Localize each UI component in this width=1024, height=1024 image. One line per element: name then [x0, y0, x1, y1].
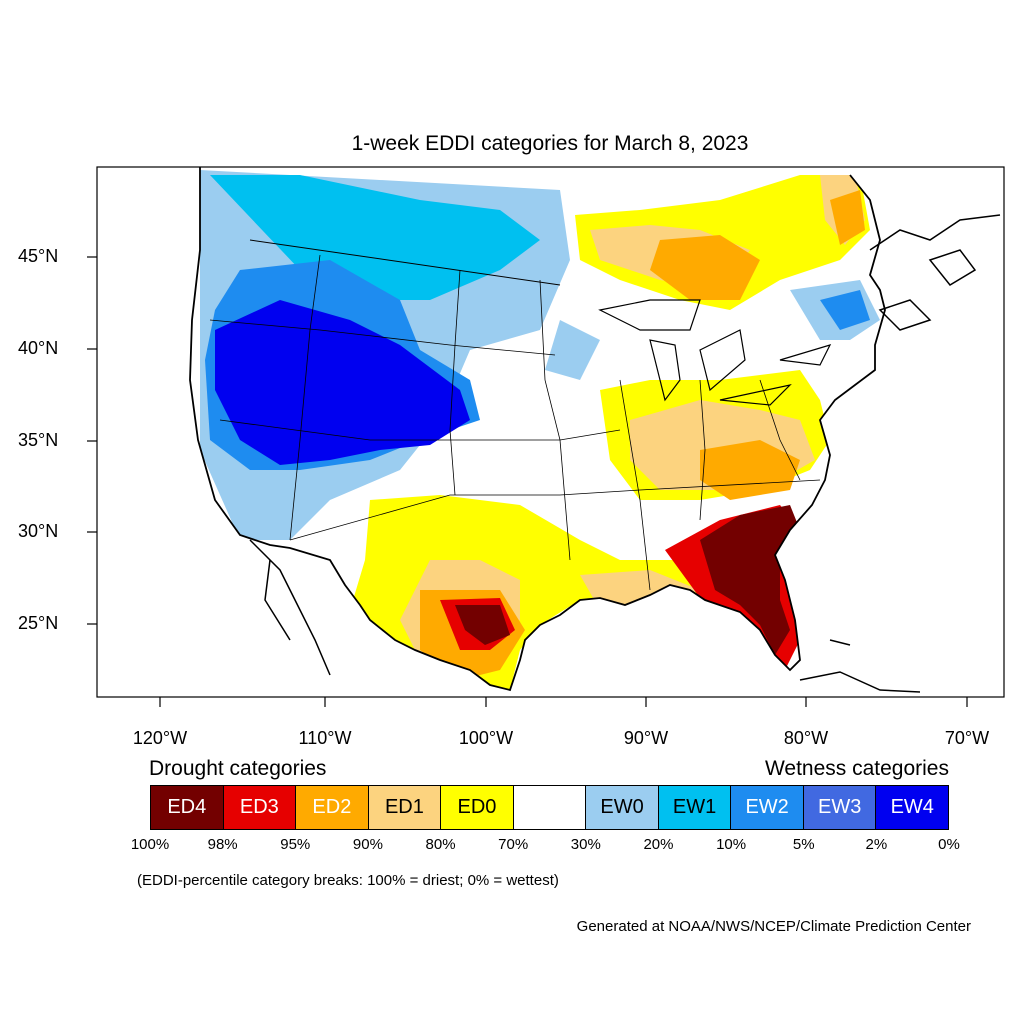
lat-label-45: 45°N: [18, 246, 59, 266]
legend-color-bar: ED4 ED3 ED2 ED1 ED0 EW0 EW1 EW2 EW3 EW4: [150, 785, 949, 830]
legend-swatch-ew3: EW3: [803, 786, 877, 829]
legend-break-label: 10%: [716, 836, 747, 853]
lat-ticks: [87, 256, 97, 625]
legend-swatch-ew0: EW0: [586, 786, 659, 829]
legend-break-label: 5%: [792, 836, 815, 853]
drought-heading: Drought categories: [149, 757, 327, 780]
credit-line: Generated at NOAA/NWS/NCEP/Climate Predi…: [576, 918, 971, 935]
legend-break-label: 0%: [938, 836, 960, 853]
legend-swatch-ew1: EW1: [658, 786, 732, 829]
legend-break-label: 100%: [130, 836, 170, 853]
lon-label-120: 120°W: [132, 728, 188, 748]
lon-label-70: 70°W: [944, 728, 990, 748]
legend-swatch-ed0: ED0: [441, 786, 514, 829]
eddi-shading: [190, 167, 885, 690]
legend-swatch-normal: [513, 786, 587, 829]
lat-label-25: 25°N: [18, 613, 59, 633]
lat-label-30: 30°N: [18, 521, 59, 541]
legend-break-label: 95%: [280, 836, 311, 853]
legend-swatch-ed3: ED3: [223, 786, 297, 829]
lon-label-80: 80°W: [783, 728, 829, 748]
lon-ticks: [159, 697, 968, 707]
legend-break-label: 30%: [570, 836, 601, 853]
wetness-heading: Wetness categories: [764, 757, 949, 780]
legend-swatch-ed4: ED4: [151, 786, 224, 829]
category-break-note: (EDDI-percentile category breaks: 100% =…: [137, 872, 559, 889]
lat-label-35: 35°N: [18, 430, 59, 450]
legend-swatch-ed2: ED2: [296, 786, 369, 829]
boundary-lines: [189, 167, 1001, 693]
legend-break-label: 20%: [643, 836, 674, 853]
legend-swatch-ew2: EW2: [731, 786, 804, 829]
legend-swatch-ew4: EW4: [876, 786, 949, 829]
legend-break-label: 98%: [207, 836, 238, 853]
legend-break-label: 80%: [425, 836, 456, 853]
map-frame: [96, 166, 1005, 698]
legend-break-label: 90%: [352, 836, 383, 853]
map-title: 1-week EDDI categories for March 8, 2023: [351, 132, 749, 155]
legend-swatch-ed1: ED1: [368, 786, 442, 829]
lat-label-40: 40°N: [18, 338, 59, 358]
legend-break-label: 70%: [498, 836, 529, 853]
lon-label-90: 90°W: [623, 728, 669, 748]
lon-label-100: 100°W: [458, 728, 514, 748]
legend-break-label: 2%: [865, 836, 888, 853]
lon-label-110: 110°W: [298, 728, 352, 748]
